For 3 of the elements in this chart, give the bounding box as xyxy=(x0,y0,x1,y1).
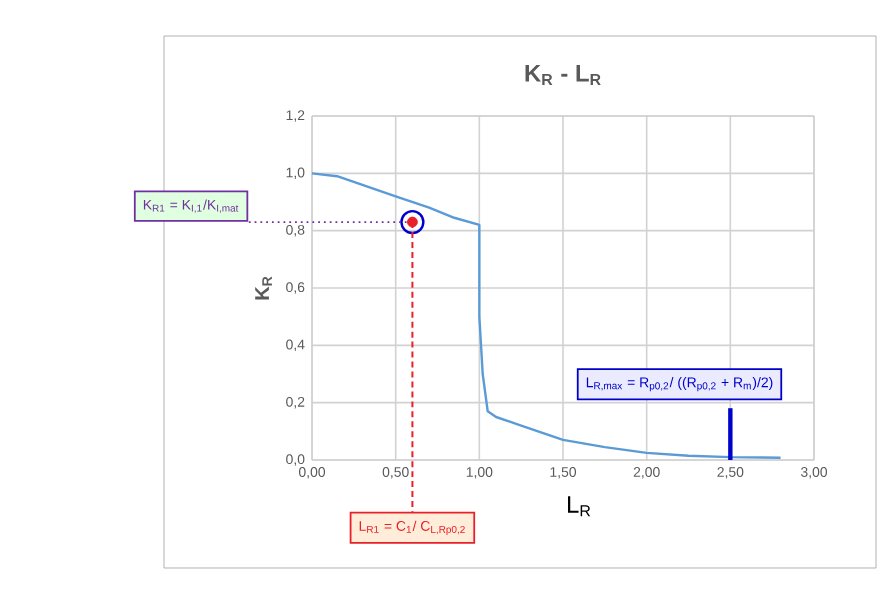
x-axis-title: L$_{R}$ xyxy=(568,496,591,517)
chart-title: K$_{R}$ - L$_{R}$ xyxy=(525,65,601,86)
y-axis-title: K$_{R}$ xyxy=(255,276,272,300)
